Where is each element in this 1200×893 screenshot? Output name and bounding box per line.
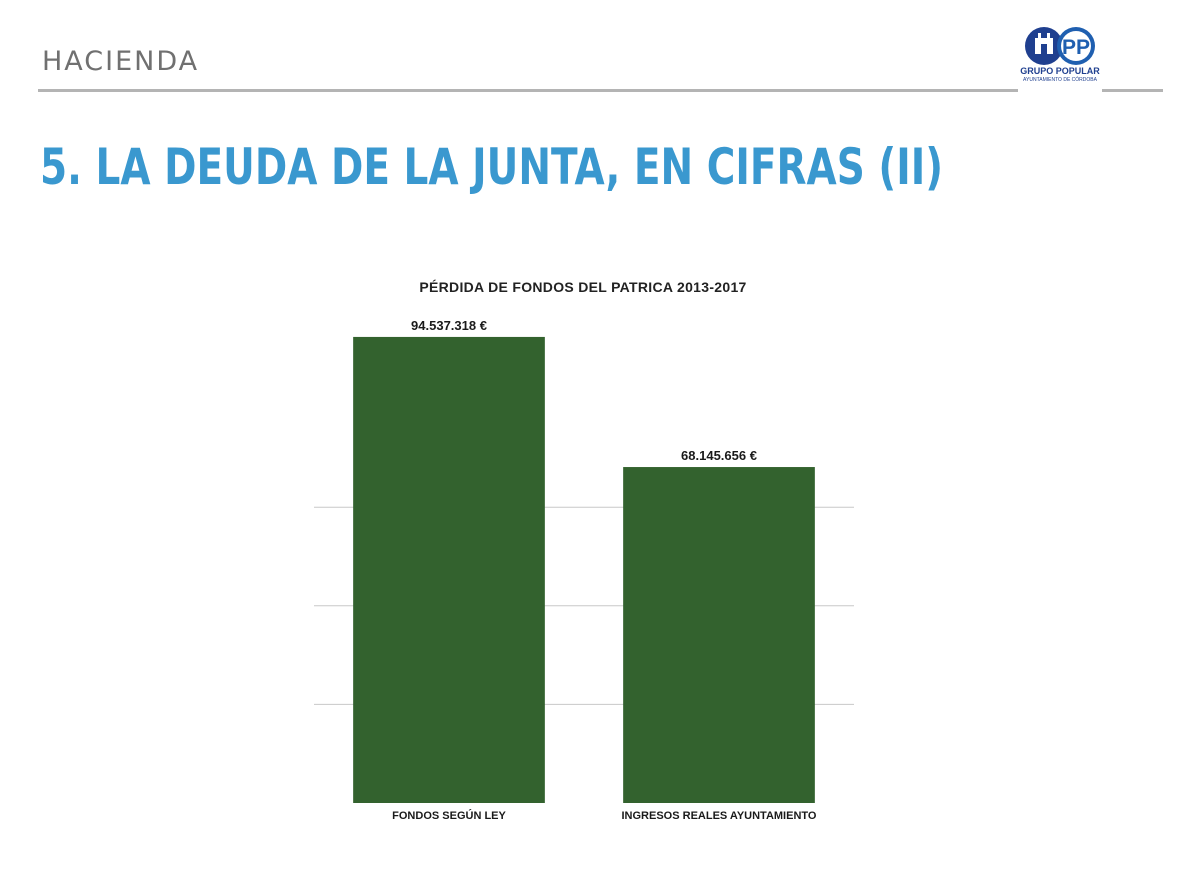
section-label: HACIENDA — [42, 46, 200, 77]
header-divider-right — [1102, 89, 1163, 92]
bar-1 — [623, 467, 815, 803]
logo-subcaption: AYUNTAMIENTO DE CÓRDOBA — [1023, 77, 1097, 83]
page-title: 5. LA DEUDA DE LA JUNTA, EN CIFRAS (II) — [40, 138, 944, 196]
chart-title: PÉRDIDA DE FONDOS DEL PATRICA 2013-2017 — [419, 279, 747, 295]
category-label-1: INGRESOS REALES AYUNTAMIENTO — [622, 810, 817, 822]
bar-0 — [353, 336, 545, 803]
category-label-0: FONDOS SEGÚN LEY — [392, 809, 506, 822]
party-logo: PP — [1025, 27, 1095, 65]
logo-caption: GRUPO POPULAR — [1020, 66, 1100, 76]
header-divider — [38, 89, 1018, 92]
pp-logo-text: PP — [1062, 36, 1090, 59]
bar-value-label-0: 94.537.318 € — [411, 318, 487, 333]
bar-value-label-1: 68.145.656 € — [681, 448, 757, 463]
